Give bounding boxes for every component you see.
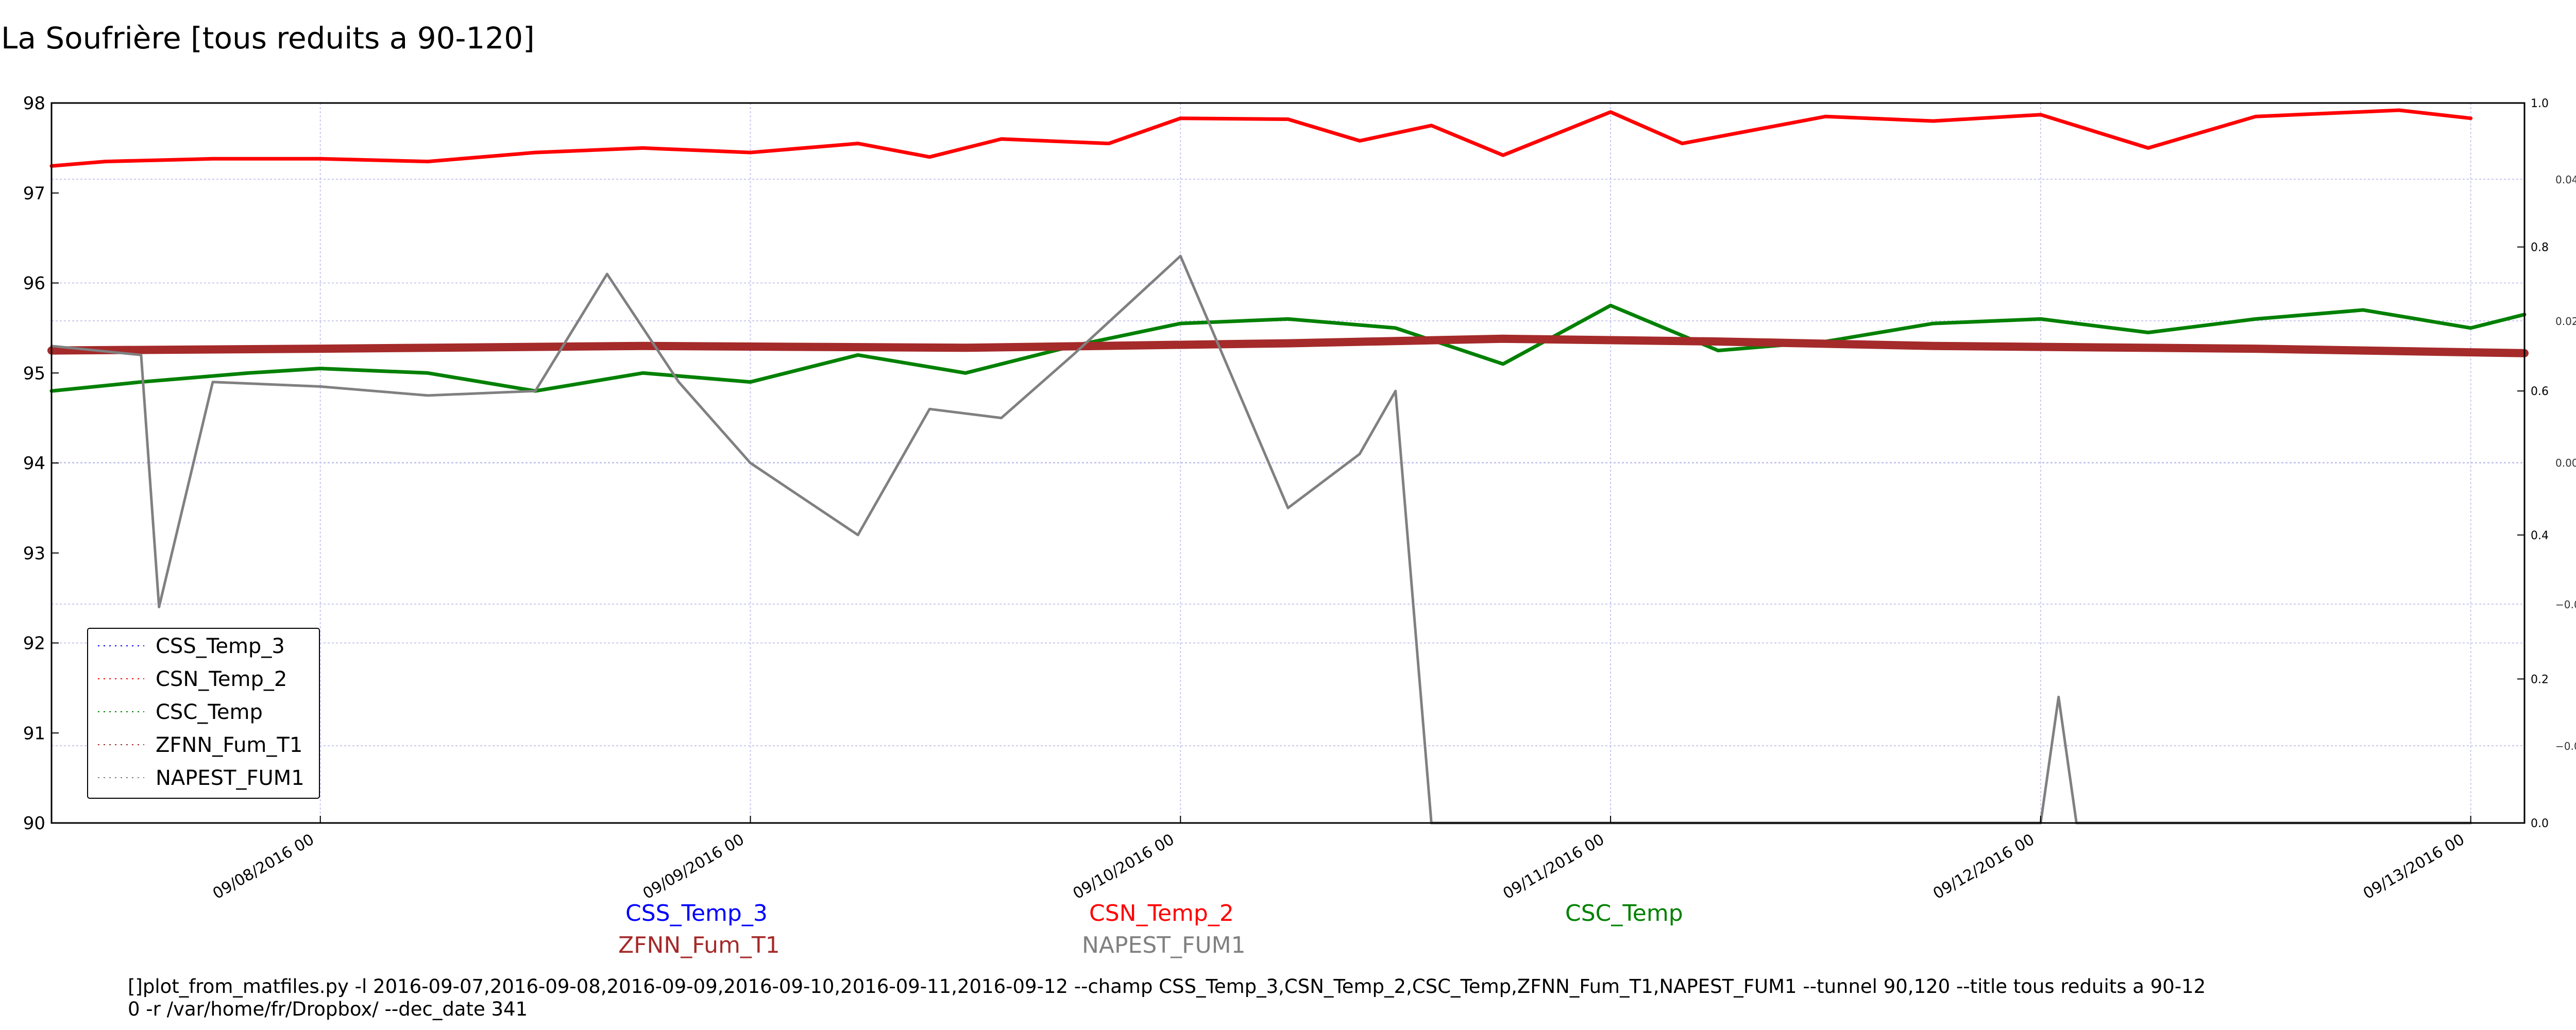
x-tick-label: 09/08/2016 00 bbox=[210, 831, 317, 903]
series-line-csc-temp bbox=[49, 303, 2527, 393]
y2-tick-label: 0.4 bbox=[2531, 529, 2549, 542]
y2-minor-tick-label: −0.02 bbox=[2555, 598, 2576, 611]
x-tick-label: 09/12/2016 00 bbox=[1930, 831, 2038, 903]
y-tick-label: 94 bbox=[23, 453, 45, 474]
y-tick-label: 91 bbox=[23, 723, 45, 744]
y-tick-label: 92 bbox=[23, 633, 45, 654]
legend-label: CSN_Temp_2 bbox=[156, 667, 287, 691]
series-line-csn-temp-2 bbox=[49, 108, 2473, 168]
y2-tick-label: 0.6 bbox=[2531, 385, 2549, 398]
below-label-css-temp-3: CSS_Temp_3 bbox=[625, 900, 768, 926]
grid bbox=[52, 103, 2524, 823]
legend-label: CSC_Temp bbox=[156, 700, 263, 724]
y-tick-label: 90 bbox=[23, 813, 45, 834]
command-line-text: []plot_from_matfiles.py -l 2016-09-07,20… bbox=[128, 975, 2206, 1020]
legend-label: ZFNN_Fum_T1 bbox=[156, 733, 302, 757]
x-tick-label: 09/10/2016 00 bbox=[1070, 831, 1178, 903]
y-tick-label: 93 bbox=[23, 543, 45, 564]
y-tick-label: 97 bbox=[23, 183, 45, 204]
y-tick-label: 96 bbox=[23, 273, 45, 294]
legend-box bbox=[87, 628, 320, 799]
y2-minor-tick-label: 0.02 bbox=[2555, 315, 2576, 328]
below-label-csc-temp: CSC_Temp bbox=[1565, 900, 1683, 926]
y2-minor-tick-label: 0.00 bbox=[2555, 457, 2576, 469]
x-tick-label: 09/11/2016 00 bbox=[1500, 831, 1608, 903]
chart-title: La Soufrière [tous reduits a 90-120] bbox=[1, 21, 535, 56]
y2-tick-label: 0.2 bbox=[2531, 673, 2549, 686]
legend-label: NAPEST_FUM1 bbox=[156, 766, 304, 790]
below-label-napest-fum1: NAPEST_FUM1 bbox=[1082, 932, 1246, 958]
x-tick-label: 09/13/2016 00 bbox=[2360, 831, 2468, 903]
y2-tick-label: 1.0 bbox=[2531, 97, 2549, 110]
series-line-zfnn-fum-t1 bbox=[47, 334, 2529, 357]
legend: CSS_Temp_3 CSN_Temp_2 CSC_Temp ZFNN_Fum_T1 N… bbox=[87, 628, 320, 799]
y2-minor-tick-label: 0.04 bbox=[2555, 174, 2576, 186]
y-tick-label: 98 bbox=[23, 93, 45, 114]
legend-label: CSS_Temp_3 bbox=[156, 634, 285, 658]
y2-tick-label: 0.8 bbox=[2531, 242, 2549, 254]
series-lines bbox=[47, 108, 2529, 825]
below-label-zfnn-fum-t1: ZFNN_Fum_T1 bbox=[618, 932, 780, 958]
y2-tick-label: 0.0 bbox=[2531, 817, 2549, 830]
y-tick-label: 95 bbox=[23, 363, 45, 384]
below-label-csn-temp-2: CSN_Temp_2 bbox=[1089, 900, 1234, 926]
y2-minor-tick-label: −0.04 bbox=[2555, 740, 2576, 752]
x-tick-label: 09/09/2016 00 bbox=[640, 831, 748, 903]
